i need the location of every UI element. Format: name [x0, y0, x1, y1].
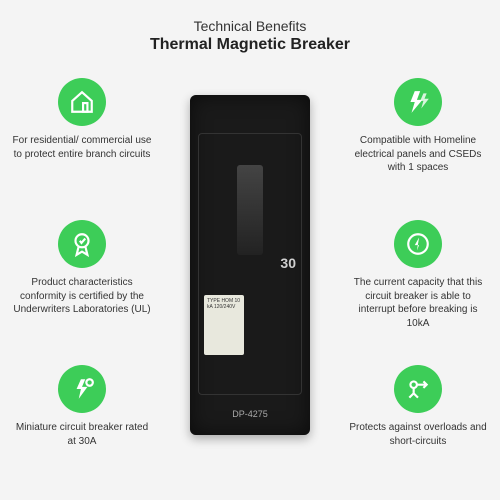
product-breaker-image: 30 TYPE HOM 10 kA 120/240V DP-4275 [190, 95, 310, 435]
house-icon [58, 78, 106, 126]
feature-text: Miniature circuit breaker rated at 30A [12, 421, 152, 448]
feature-capacity: The current capacity that this circuit b… [348, 220, 488, 330]
feature-protects: Protects against overloads and short-cir… [348, 365, 488, 448]
header: Technical Benefits Thermal Magnetic Brea… [0, 0, 500, 54]
spec-plate: TYPE HOM 10 kA 120/240V [204, 295, 244, 355]
shield-icon [394, 365, 442, 413]
feature-text: The current capacity that this circuit b… [348, 276, 488, 330]
amperage-label: 30 [280, 255, 296, 271]
feature-compatible: Compatible with Homeline electrical pane… [348, 78, 488, 175]
bolts-icon [394, 78, 442, 126]
feature-text: Protects against overloads and short-cir… [348, 421, 488, 448]
feature-text: Product characteristics conformity is ce… [12, 276, 152, 317]
certified-icon [58, 220, 106, 268]
feature-rated: Miniature circuit breaker rated at 30A [12, 365, 152, 448]
feature-text: Compatible with Homeline electrical pane… [348, 134, 488, 175]
model-code: DP-4275 [232, 409, 268, 419]
breaker-switch [237, 165, 263, 255]
feature-certified: Product characteristics conformity is ce… [12, 220, 152, 317]
header-title: Thermal Magnetic Breaker [0, 36, 500, 54]
rated-icon [58, 365, 106, 413]
feature-text: For residential/ commercial use to prote… [12, 134, 152, 161]
header-subtitle: Technical Benefits [0, 18, 500, 34]
capacity-icon [394, 220, 442, 268]
feature-residential: For residential/ commercial use to prote… [12, 78, 152, 161]
